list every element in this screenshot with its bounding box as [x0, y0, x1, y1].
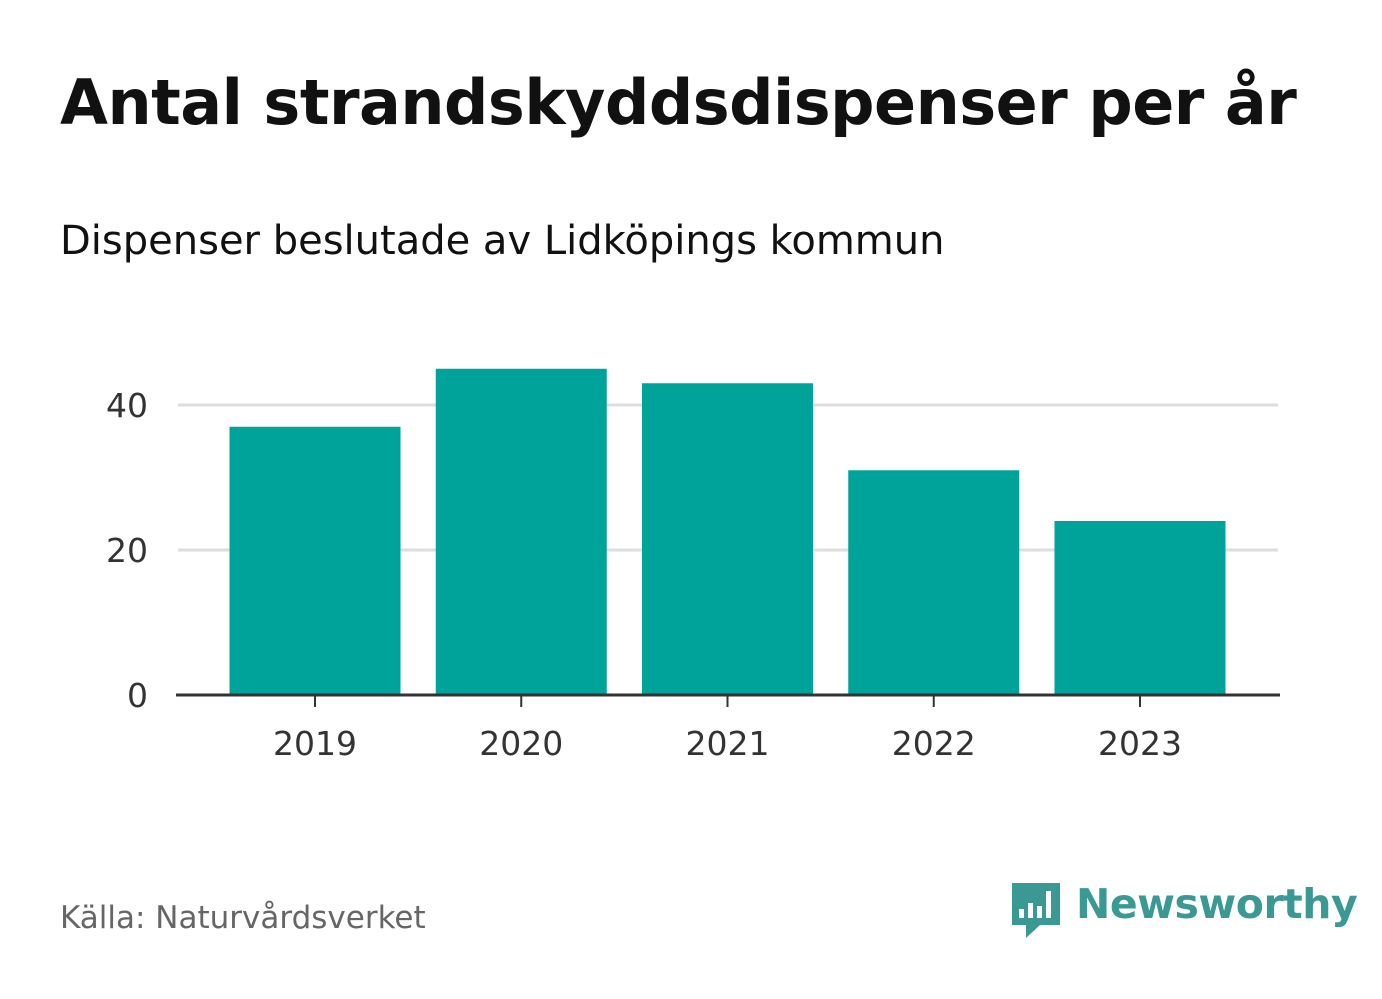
x-tick-label: 2022: [892, 724, 976, 763]
chart-subtitle: Dispenser beslutade av Lidköpings kommun: [60, 218, 945, 264]
bars: [229, 368, 1226, 695]
x-tick-label: 2020: [479, 724, 563, 763]
bar-2021[interactable]: [642, 383, 813, 695]
bar-2020[interactable]: [435, 368, 607, 695]
bar-2022[interactable]: [848, 470, 1020, 695]
chart-title: Antal strandskyddsdispenser per år: [60, 66, 1297, 139]
x-tick-label: 2019: [273, 724, 357, 763]
bar-2023[interactable]: [1054, 521, 1226, 695]
y-tick-label: 0: [127, 676, 148, 715]
x-tick-label: 2021: [686, 724, 770, 763]
brand[interactable]: Newsworthy: [1010, 878, 1358, 942]
bar-2019[interactable]: [229, 426, 401, 695]
axes: 0 20 40 2019 2020 2021 2022 2023: [106, 386, 1280, 763]
source-note: Källa: Naturvårdsverket: [60, 900, 426, 936]
y-tick-label: 20: [106, 531, 148, 570]
brand-name: Newsworthy: [1076, 880, 1358, 928]
y-tick-label: 40: [106, 386, 148, 425]
newsworthy-logo-icon: [1012, 883, 1060, 938]
x-tick-label: 2023: [1098, 724, 1182, 763]
